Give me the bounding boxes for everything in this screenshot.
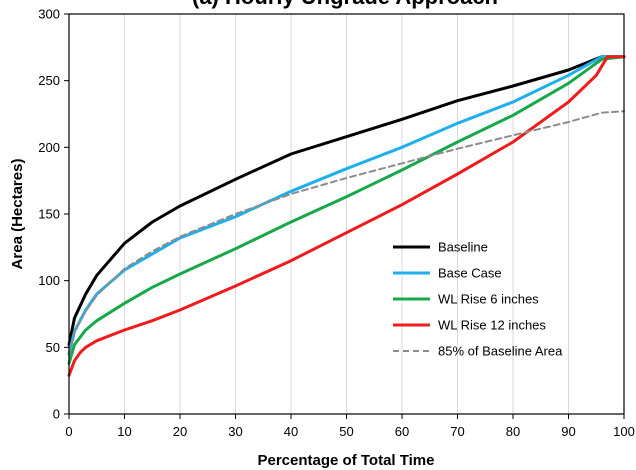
x-tick-label: 90	[561, 424, 575, 439]
legend: Baseline Base Case WL Rise 6 inches WL Rise…	[393, 240, 563, 359]
grid	[124, 14, 569, 414]
x-tick-label: 70	[450, 424, 464, 439]
series-line-3	[67, 55, 626, 365]
series-lines	[67, 55, 626, 377]
y-tick-label: 250	[38, 73, 60, 88]
x-tick-label: 30	[228, 424, 242, 439]
x-tick-label: 0	[65, 424, 72, 439]
y-tick-label: 300	[38, 7, 60, 22]
y-tick-label: 200	[38, 140, 60, 155]
chart-title: (a) Hourly Ungrade Approach	[192, 0, 498, 9]
y-tick-label: 150	[38, 207, 60, 222]
legend-label-2: Base Case	[438, 266, 502, 281]
legend-label-5: 85% of Baseline Area	[438, 344, 563, 359]
x-tick-label: 100	[613, 424, 635, 439]
x-tick-label: 40	[284, 424, 298, 439]
y-tick-label: 0	[53, 407, 60, 422]
x-tick-label: 20	[173, 424, 187, 439]
series-line-2	[67, 55, 626, 356]
y-tick-label: 50	[46, 340, 60, 355]
ticks: 0 10 20 30 40 50 60 70 80 90 100 0 50 100 150 200 250 300	[38, 7, 635, 440]
x-tick-label: 10	[117, 424, 131, 439]
y-tick-label: 100	[38, 273, 60, 288]
legend-label-3: WL Rise 6 inches	[438, 292, 539, 307]
x-tick-label: 60	[395, 424, 409, 439]
series-line-1	[67, 55, 626, 347]
x-tick-label: 50	[339, 424, 353, 439]
series-line-5	[68, 110, 625, 357]
legend-label-1: Baseline	[438, 240, 488, 255]
x-tick-label: 80	[506, 424, 520, 439]
legend-label-4: WL Rise 12 inches	[438, 318, 546, 333]
y-axis-title: Area (Hectares)	[9, 159, 26, 270]
series-line-4	[67, 55, 626, 377]
x-axis-title: Percentage of Total Time	[258, 452, 435, 469]
